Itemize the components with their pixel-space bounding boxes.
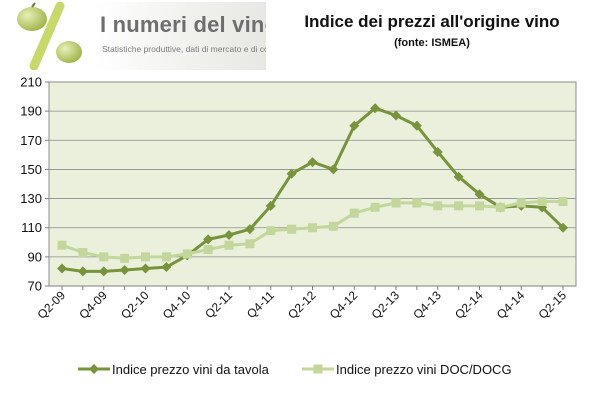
data-point (57, 240, 67, 250)
data-point (495, 202, 505, 212)
data-point (286, 168, 297, 179)
y-tick-label: 170 (20, 133, 42, 148)
legend-item: Indice prezzo vini DOC/DOCG (302, 362, 512, 377)
legend-item: Indice prezzo vini da tavola (78, 362, 270, 377)
data-point (120, 253, 130, 263)
data-point (182, 249, 192, 259)
data-point (140, 263, 151, 274)
data-point (244, 224, 255, 235)
data-point (474, 189, 485, 200)
y-tick-label: 130 (20, 191, 42, 206)
data-point (161, 262, 172, 273)
data-point (328, 164, 339, 175)
data-point (349, 120, 360, 131)
data-point (433, 201, 443, 211)
legend-marker (313, 364, 323, 374)
data-point (78, 247, 88, 257)
x-tick-label: Q4-12 (327, 288, 361, 322)
x-tick-label: Q2-12 (285, 288, 319, 322)
data-point (370, 103, 381, 114)
legend-marker (89, 364, 99, 374)
x-tick-label: Q4-11 (244, 288, 277, 321)
data-point (558, 196, 568, 206)
data-point (203, 234, 214, 245)
legend: Indice prezzo vini da tavola Indice prezz… (78, 362, 512, 377)
x-tick-label: Q4-10 (160, 288, 194, 322)
data-point (307, 157, 318, 168)
x-tick-label: Q4-14 (494, 288, 528, 322)
x-tick-label: Q2-14 (452, 288, 486, 322)
x-tick-label: Q4-09 (76, 288, 110, 322)
data-point (432, 146, 443, 157)
data-point (412, 198, 422, 208)
data-point (119, 264, 130, 275)
data-point (328, 221, 338, 231)
logo-title: I numeri del vino (100, 12, 266, 37)
header: I numeri del vino Statistiche produttive… (0, 0, 595, 72)
x-tick-label: Q2-10 (118, 288, 152, 322)
data-point (308, 223, 317, 233)
data-point (391, 198, 401, 208)
x-tick-label: Q2-11 (202, 288, 235, 321)
x-tick-label: Q2-13 (369, 288, 403, 322)
y-tick-label: 210 (20, 75, 42, 90)
x-tick-label: Q4-13 (410, 288, 444, 322)
data-point (224, 230, 234, 240)
y-tick-label: 70 (28, 279, 42, 294)
logo-subtitle: Statistiche produttive, dati di mercato … (102, 44, 266, 54)
y-tick-label: 150 (20, 162, 42, 177)
data-point (411, 120, 422, 131)
data-point (161, 252, 171, 262)
data-point (98, 266, 109, 277)
series-2 (57, 196, 568, 263)
series-layer (57, 103, 568, 277)
data-point (453, 171, 464, 182)
chart-title: Indice dei prezzi all'origine vino (304, 12, 560, 31)
data-point (57, 263, 67, 274)
legend-label: Indice prezzo vini DOC/DOCG (336, 362, 512, 377)
data-point (370, 202, 380, 212)
data-point (558, 222, 568, 233)
y-tick-label: 110 (21, 220, 42, 235)
percent-grapes-icon (17, 2, 82, 70)
data-point (454, 201, 464, 211)
data-point (349, 208, 359, 218)
y-tick-label: 190 (20, 104, 42, 119)
data-point (265, 200, 276, 211)
data-point (224, 240, 234, 250)
logo-banner: I numeri del vino Statistiche produttive… (4, 2, 266, 70)
data-point (266, 226, 276, 236)
x-tick-label: Q2-15 (536, 288, 570, 322)
data-point (141, 252, 150, 262)
y-tick-label: 90 (28, 249, 42, 264)
data-point (77, 266, 88, 277)
data-point (516, 198, 526, 208)
chart-source: (fonte: ISMEA) (394, 37, 470, 49)
legend-label: Indice prezzo vini da tavola (112, 362, 270, 377)
data-point (287, 224, 297, 234)
data-point (475, 201, 484, 211)
data-point (537, 196, 547, 206)
data-point (203, 245, 213, 255)
data-point (391, 110, 401, 121)
data-point (245, 239, 255, 249)
data-point (99, 252, 109, 262)
